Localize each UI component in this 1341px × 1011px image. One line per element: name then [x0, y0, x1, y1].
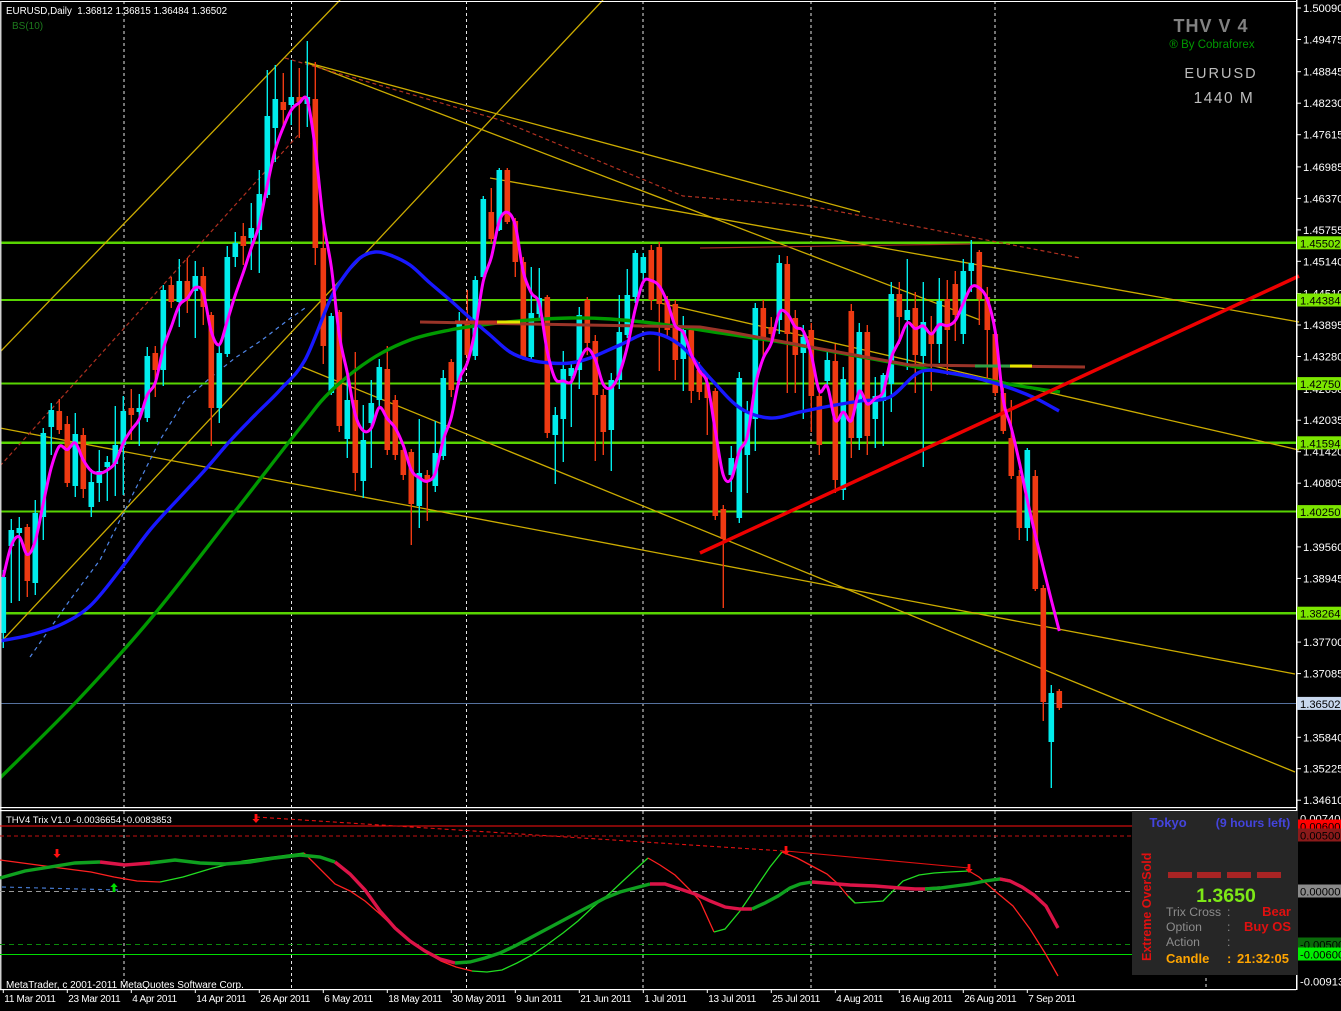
svg-text:1.34610: 1.34610: [1303, 795, 1341, 807]
svg-text:1.38945: 1.38945: [1303, 573, 1341, 585]
svg-text:7 Sep 2011: 7 Sep 2011: [1028, 994, 1076, 1005]
svg-text:Option: Option: [1166, 920, 1202, 934]
svg-text:EURUSD: EURUSD: [1184, 66, 1257, 82]
svg-text:1.43895: 1.43895: [1303, 320, 1341, 332]
svg-text:1.43280: 1.43280: [1303, 352, 1341, 364]
svg-text:1.38264: 1.38264: [1300, 609, 1340, 621]
svg-text:(9 hours left): (9 hours left): [1216, 816, 1290, 830]
svg-text:26 Aug 2011: 26 Aug 2011: [964, 994, 1017, 1005]
svg-text:Buy OS: Buy OS: [1244, 919, 1291, 934]
svg-text::: :: [1227, 951, 1231, 966]
svg-text:1.3650: 1.3650: [1196, 885, 1256, 907]
svg-text::: :: [1227, 935, 1230, 949]
svg-text:1.35840: 1.35840: [1303, 732, 1341, 744]
svg-text:0.00000: 0.00000: [1300, 887, 1340, 899]
svg-text:1.47615: 1.47615: [1303, 130, 1341, 142]
svg-text:BS(10): BS(10): [12, 21, 43, 32]
svg-text:1.45140: 1.45140: [1303, 256, 1341, 268]
svg-text:1.45502: 1.45502: [1300, 238, 1340, 250]
svg-text:1 Jul 2011: 1 Jul 2011: [644, 994, 687, 1005]
svg-text:1.39560: 1.39560: [1303, 542, 1341, 554]
svg-text:Bear: Bear: [1262, 904, 1291, 919]
svg-text:1.50090: 1.50090: [1303, 3, 1341, 15]
svg-text:9 Jun 2011: 9 Jun 2011: [516, 994, 562, 1005]
svg-text:13 Jul 2011: 13 Jul 2011: [708, 994, 756, 1005]
svg-text:1.41594: 1.41594: [1300, 438, 1340, 450]
svg-text:THV4 Trix V1.0 -0.0036654 -0.0: THV4 Trix V1.0 -0.0036654 -0.0083853: [6, 815, 172, 826]
svg-text:1.37700: 1.37700: [1303, 637, 1341, 649]
svg-text:MetaTrader, c 2001-2011 MetaQu: MetaTrader, c 2001-2011 MetaQuotes Softw…: [6, 980, 244, 991]
svg-text:1.46370: 1.46370: [1303, 193, 1341, 205]
svg-text:1.42035: 1.42035: [1303, 415, 1341, 427]
svg-text:1.49475: 1.49475: [1303, 35, 1341, 47]
svg-text::: :: [1227, 920, 1230, 934]
svg-text:1.44384: 1.44384: [1300, 296, 1340, 308]
svg-text:23 Mar 2011: 23 Mar 2011: [68, 994, 121, 1005]
svg-text:1.42750: 1.42750: [1300, 379, 1340, 391]
svg-text:21 Jun 2011: 21 Jun 2011: [580, 994, 632, 1005]
svg-text:EURUSD,Daily 1.36812 1.36815: EURUSD,Daily 1.36812 1.36815 1.36484 1.3…: [6, 6, 227, 17]
svg-text:1.48845: 1.48845: [1303, 67, 1341, 79]
svg-text:30 May 2011: 30 May 2011: [452, 994, 507, 1005]
svg-text:1.35225: 1.35225: [1303, 764, 1341, 776]
svg-text:® By Cobraforex: ® By Cobraforex: [1169, 39, 1254, 51]
svg-text:1440 M: 1440 M: [1194, 90, 1255, 107]
svg-text:16 Aug 2011: 16 Aug 2011: [900, 994, 953, 1005]
svg-text:25 Jul 2011: 25 Jul 2011: [772, 994, 820, 1005]
svg-text:1.45755: 1.45755: [1303, 225, 1341, 237]
svg-text:21:32:05: 21:32:05: [1237, 951, 1289, 966]
svg-text:1.36502: 1.36502: [1300, 699, 1340, 711]
svg-text:Trix Cross: Trix Cross: [1166, 905, 1221, 919]
svg-text:Action: Action: [1166, 935, 1200, 949]
svg-text:1.37085: 1.37085: [1303, 669, 1341, 681]
svg-text:6 May 2011: 6 May 2011: [324, 994, 373, 1005]
svg-text:0.00500: 0.00500: [1300, 831, 1340, 843]
svg-text:1.41420: 1.41420: [1303, 447, 1341, 459]
svg-text:1.40250: 1.40250: [1300, 507, 1340, 519]
svg-text:-0.00600: -0.00600: [1300, 950, 1341, 962]
svg-text:4 Apr 2011: 4 Apr 2011: [132, 994, 177, 1005]
svg-text:Tokyo: Tokyo: [1149, 815, 1186, 830]
svg-text:4 Aug 2011: 4 Aug 2011: [836, 994, 884, 1005]
svg-text:Candle: Candle: [1166, 951, 1209, 966]
svg-text:1.40805: 1.40805: [1303, 478, 1341, 490]
svg-text:-0.009137: -0.009137: [1300, 977, 1341, 989]
svg-text:14 Apr 2011: 14 Apr 2011: [196, 994, 247, 1005]
svg-text::: :: [1227, 905, 1230, 919]
svg-text:26 Apr 2011: 26 Apr 2011: [260, 994, 311, 1005]
svg-text:1.48230: 1.48230: [1303, 98, 1341, 110]
svg-text:THV V 4: THV V 4: [1173, 16, 1248, 36]
svg-text:18 May 2011: 18 May 2011: [388, 994, 443, 1005]
svg-text:1.46985: 1.46985: [1303, 162, 1341, 174]
svg-text:Extreme OverSold: Extreme OverSold: [1140, 853, 1154, 961]
svg-text:11 Mar 2011: 11 Mar 2011: [4, 994, 56, 1005]
